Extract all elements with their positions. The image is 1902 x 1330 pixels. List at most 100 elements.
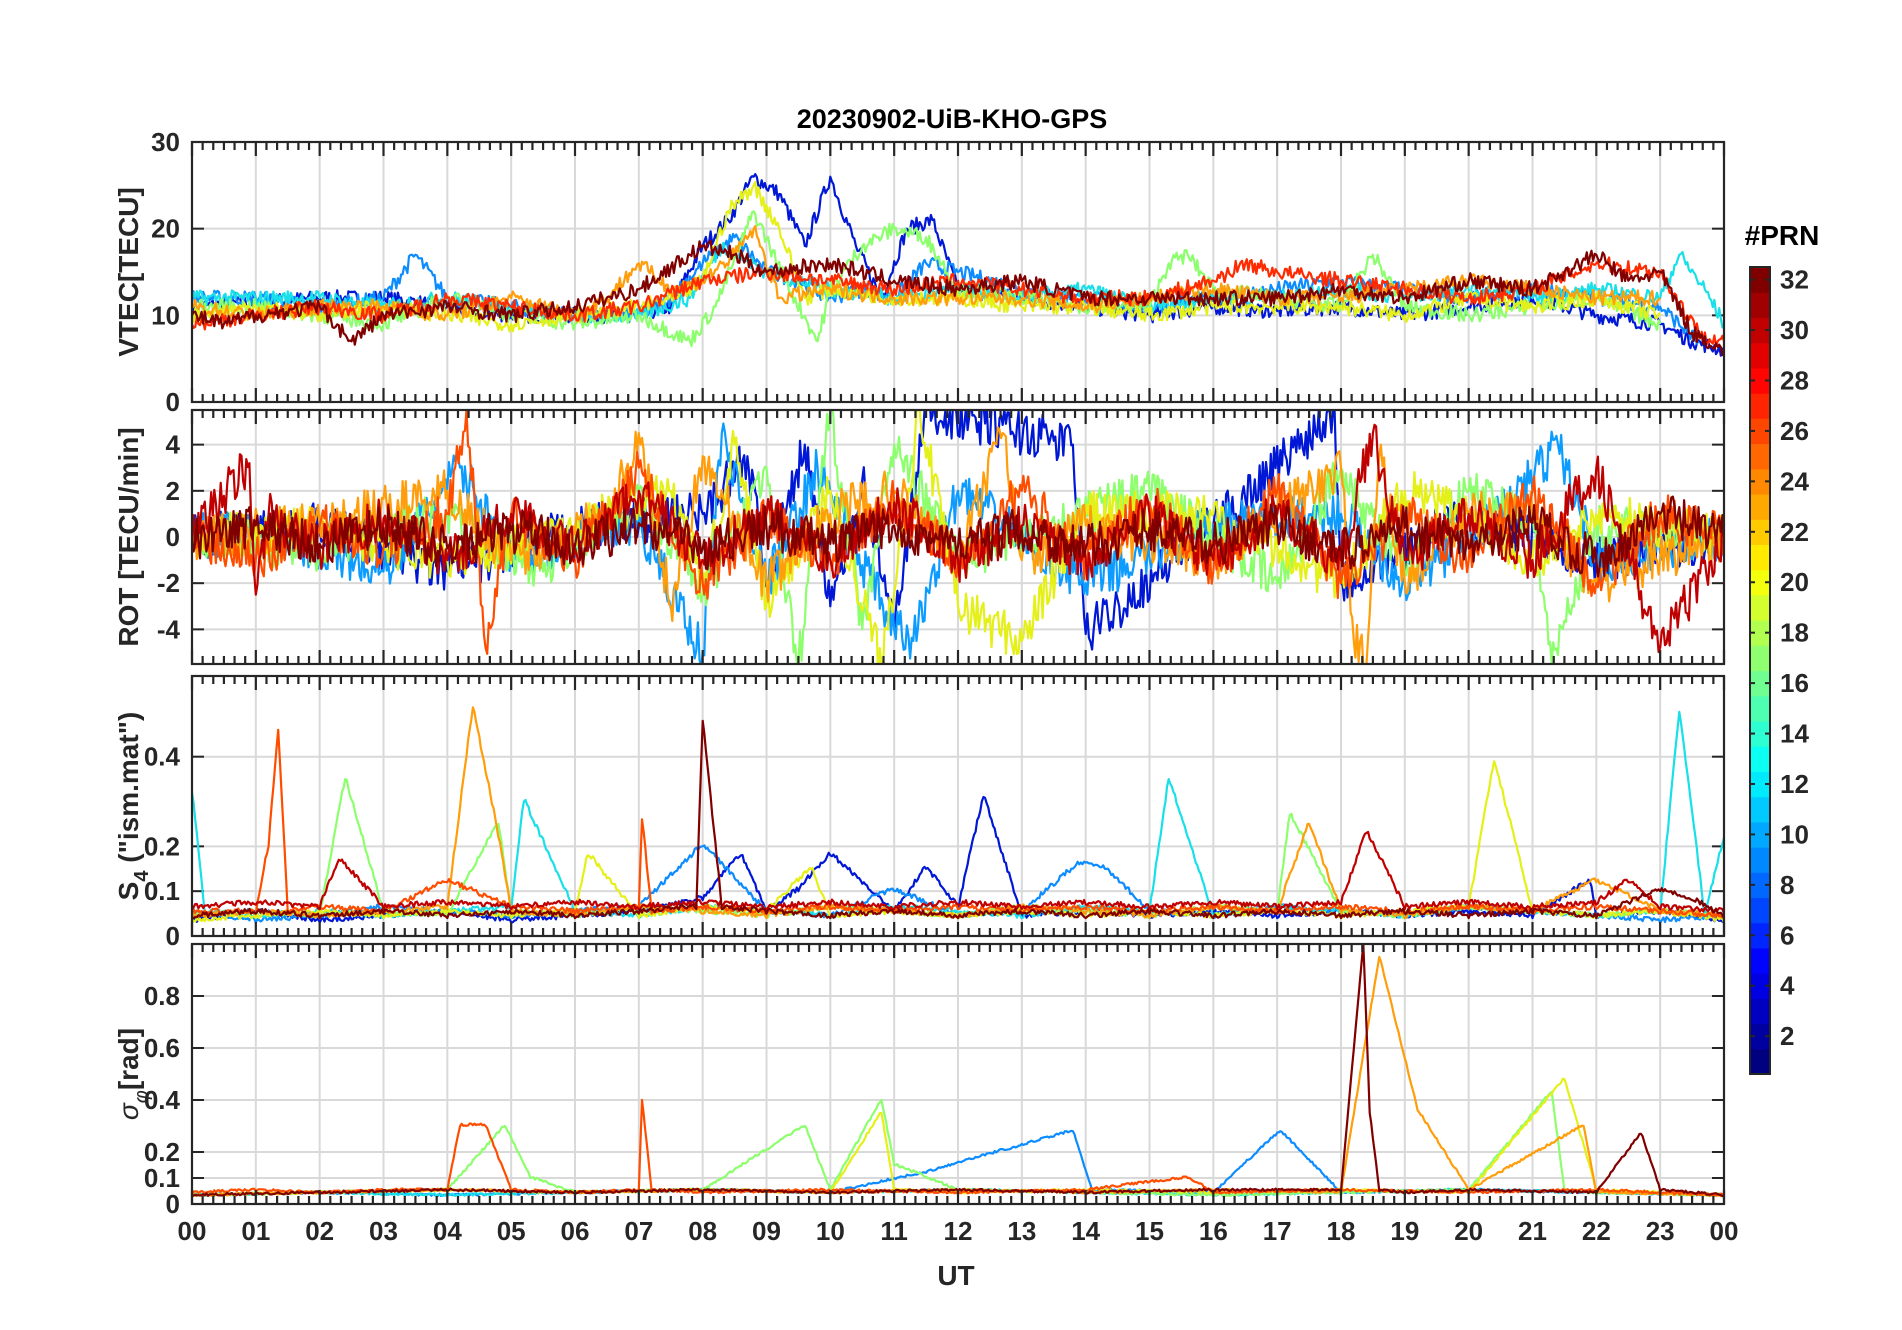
axes-box xyxy=(190,408,1726,666)
colorbar-segment xyxy=(1750,519,1770,546)
x-tick-label: 02 xyxy=(305,1216,334,1246)
series-line-prn-29 xyxy=(192,830,1724,914)
y-tick-label: 0.2 xyxy=(144,1137,180,1167)
colorbar-tick-label: 12 xyxy=(1780,769,1809,799)
colorbar-segment xyxy=(1750,367,1770,394)
colorbar-tick-label: 32 xyxy=(1780,265,1809,295)
colorbar-segment xyxy=(1750,720,1770,747)
x-tick-label: 21 xyxy=(1518,1216,1547,1246)
colorbar-segment xyxy=(1750,620,1770,646)
y-tick-label: 20 xyxy=(151,214,180,244)
colorbar-tick-label: 10 xyxy=(1780,819,1809,849)
colorbar-tick-label: 24 xyxy=(1780,466,1809,496)
x-tick-label: 01 xyxy=(241,1216,270,1246)
x-tick-label: 12 xyxy=(944,1216,973,1246)
y-tick-label: 0 xyxy=(166,1189,180,1219)
y-tick-label: 30 xyxy=(151,127,180,157)
x-tick-label: 11 xyxy=(880,1216,908,1246)
series-line-prn-26 xyxy=(192,728,1724,920)
x-tick-label: 22 xyxy=(1582,1216,1611,1246)
colorbar-segment xyxy=(1750,342,1770,369)
y-tick-label: 0.6 xyxy=(144,1033,180,1063)
colorbar-segment xyxy=(1750,998,1770,1025)
x-tick-label: 07 xyxy=(624,1216,653,1246)
x-tick-label: 14 xyxy=(1071,1216,1100,1246)
x-tick-labels: 00 01 02 03 04 05 06 07 08 09 10 11 12 13 14 15 16 17 18 19… xyxy=(178,1216,1739,1246)
series-group xyxy=(192,410,1724,664)
y-axis-label: ROT [TECU/min] xyxy=(113,427,144,646)
y-tick-label: 0.8 xyxy=(144,981,180,1011)
x-tick-label: 00 xyxy=(1710,1216,1739,1246)
colorbar-tick-label: 20 xyxy=(1780,567,1809,597)
colorbar-segment xyxy=(1750,267,1770,293)
colorbar-segment xyxy=(1750,695,1770,722)
series-line-prn-29 xyxy=(192,423,1724,654)
colorbar-tick-label: 14 xyxy=(1780,719,1809,749)
colorbar-tick-label: 6 xyxy=(1780,920,1794,950)
colorbar-segment xyxy=(1750,821,1770,848)
colorbar-segment xyxy=(1750,393,1770,419)
colorbar-tick-label: 22 xyxy=(1780,517,1809,547)
colorbar-tick-label: 30 xyxy=(1780,315,1809,345)
y-tick-label: -4 xyxy=(157,614,181,644)
y-tick-label: -2 xyxy=(157,568,180,598)
x-tick-label: 15 xyxy=(1135,1216,1164,1246)
colorbar-segment xyxy=(1750,897,1770,924)
panel-rot: -4 -2 0 2 4 ROT [TECU/min] xyxy=(113,408,1726,666)
colorbar-segment xyxy=(1750,493,1770,520)
colorbar-segment xyxy=(1750,746,1770,772)
colorbar-segment xyxy=(1750,443,1770,470)
colorbar-segment xyxy=(1750,922,1770,949)
series-line-prn-31 xyxy=(192,719,1724,920)
panel-sigma-phi: 00.10.2 0.4 0.6 0.8 σφ[rad] xyxy=(113,942,1726,1219)
colorbar-tick-label: 2 xyxy=(1780,1021,1794,1051)
series-line-prn-31 xyxy=(192,495,1724,578)
colorbar-title: #PRN xyxy=(1745,220,1820,251)
x-tick-label: 09 xyxy=(752,1216,781,1246)
x-tick-label: 03 xyxy=(369,1216,398,1246)
colorbar-segment xyxy=(1750,1023,1770,1050)
y-axis-label: S4 ("ism.mat") xyxy=(113,712,153,901)
colorbar-segment xyxy=(1750,771,1770,798)
colorbar-segment xyxy=(1750,796,1770,823)
y-tick-label: 0 xyxy=(166,921,180,951)
y-tick-label: 2 xyxy=(166,476,180,506)
colorbar-tick-label: 18 xyxy=(1780,618,1809,648)
x-tick-label: 18 xyxy=(1327,1216,1356,1246)
colorbar-segment xyxy=(1750,645,1770,672)
colorbar-segment xyxy=(1750,1048,1770,1075)
x-tick-label: 05 xyxy=(497,1216,526,1246)
colorbar-frame xyxy=(1749,266,1771,1075)
colorbar-segment xyxy=(1750,947,1770,974)
y-tick-label: 0.1 xyxy=(144,1163,180,1193)
series-group xyxy=(192,706,1724,924)
series-line-prn-8 xyxy=(192,232,1700,345)
y-tick-label: 4 xyxy=(166,430,181,460)
colorbar-segment xyxy=(1750,569,1770,596)
x-tick-label: 17 xyxy=(1263,1216,1292,1246)
colorbar-segment xyxy=(1750,872,1770,899)
series-line-prn-28 xyxy=(192,256,1724,347)
axes-box xyxy=(190,674,1726,938)
x-tick-label: 19 xyxy=(1390,1216,1419,1246)
y-tick-label: 0.4 xyxy=(144,1085,181,1115)
x-tick-label: 20 xyxy=(1454,1216,1483,1246)
x-tick-label: 08 xyxy=(688,1216,717,1246)
y-tick-label: 0 xyxy=(166,522,180,552)
y-tick-label: 0.2 xyxy=(144,831,180,861)
colorbar-tick-label: 26 xyxy=(1780,416,1809,446)
x-tick-label: 00 xyxy=(178,1216,207,1246)
y-axis-label: VTEC[TECU] xyxy=(113,187,144,357)
colorbar-tick-label: 28 xyxy=(1780,365,1809,395)
axes-box xyxy=(190,942,1726,1206)
series-line-prn-24 xyxy=(192,225,1662,323)
y-tick-label: 10 xyxy=(151,300,180,330)
colorbar-segment xyxy=(1750,292,1770,319)
colorbar-tick-label: 4 xyxy=(1780,971,1795,1001)
chart-title: 20230902-UiB-KHO-GPS xyxy=(797,104,1108,134)
colorbar-segment xyxy=(1750,973,1770,999)
colorbar-segment xyxy=(1750,544,1770,571)
